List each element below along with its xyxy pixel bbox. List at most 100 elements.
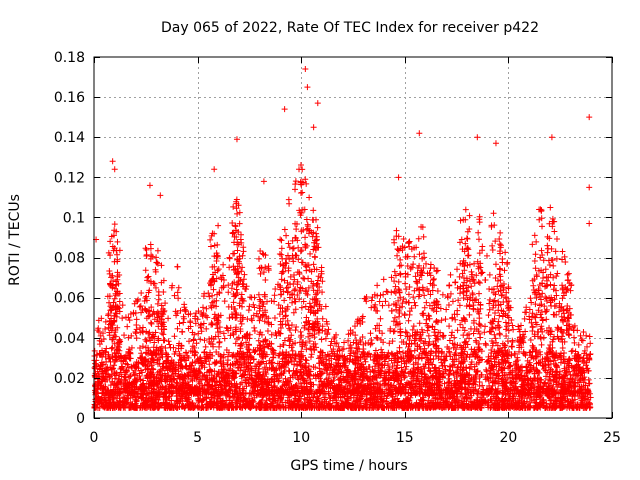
data-point (515, 323, 522, 330)
data-point (385, 349, 392, 356)
data-point (449, 298, 456, 305)
data-point (467, 325, 474, 332)
data-point (483, 366, 490, 373)
data-point (166, 341, 173, 348)
data-point (442, 357, 449, 364)
data-point (544, 242, 551, 249)
data-point (476, 290, 483, 297)
data-point (322, 335, 329, 342)
data-point (316, 365, 323, 372)
data-point (238, 320, 245, 327)
data-point (245, 307, 252, 314)
data-point (394, 395, 401, 402)
data-point (411, 299, 418, 306)
data-point (485, 312, 492, 319)
data-point (584, 396, 591, 403)
data-point (433, 318, 440, 325)
data-point (374, 282, 381, 289)
data-point (174, 380, 181, 387)
data-point (272, 285, 279, 292)
data-point (502, 319, 509, 326)
data-point (255, 291, 262, 298)
data-point (476, 280, 483, 287)
data-point (385, 302, 392, 309)
data-point (377, 292, 384, 299)
data-point (341, 339, 348, 346)
data-point (303, 357, 310, 364)
data-point (175, 295, 182, 302)
data-point (488, 346, 495, 353)
data-point (120, 394, 127, 401)
data-point (221, 335, 228, 342)
data-point (327, 363, 334, 370)
data-point (463, 338, 470, 345)
data-point (319, 289, 326, 296)
data-point (283, 285, 290, 292)
data-point (205, 290, 212, 297)
data-point (202, 343, 209, 350)
data-point (119, 315, 126, 322)
data-point (482, 323, 489, 330)
data-point (165, 315, 172, 322)
data-point (241, 271, 248, 278)
data-point (456, 302, 463, 309)
data-point (220, 351, 227, 358)
data-point (583, 332, 590, 339)
data-point (445, 372, 452, 379)
data-point (578, 337, 585, 344)
data-point (460, 332, 467, 339)
data-point (102, 318, 109, 325)
data-point (239, 264, 246, 271)
data-point (510, 326, 517, 333)
data-point (483, 252, 490, 259)
data-point (225, 303, 232, 310)
data-point (402, 366, 409, 373)
data-point (165, 338, 172, 345)
data-point (138, 290, 145, 297)
data-point (382, 298, 389, 305)
data-point (250, 301, 257, 308)
data-point (220, 261, 227, 268)
data-point (266, 396, 273, 403)
data-point (586, 333, 593, 340)
data-point (111, 375, 118, 382)
data-point (459, 393, 466, 400)
data-point (203, 305, 210, 312)
data-point (456, 273, 463, 280)
data-point (550, 262, 557, 269)
data-point (486, 296, 493, 303)
data-point (302, 234, 309, 241)
data-point (569, 347, 576, 354)
data-point (221, 298, 228, 305)
data-point (587, 340, 594, 347)
data-point (91, 364, 98, 371)
data-point (529, 342, 536, 349)
chart-title: Day 065 of 2022, Rate Of TEC Index for r… (161, 20, 539, 36)
data-point (445, 379, 452, 386)
data-point (379, 302, 386, 309)
data-point (468, 283, 475, 290)
data-point (538, 341, 545, 348)
data-point (307, 354, 314, 361)
data-point (237, 367, 244, 374)
data-point (495, 318, 502, 325)
data-point (133, 326, 140, 333)
data-point (403, 329, 410, 336)
data-point (532, 301, 539, 308)
data-point (421, 304, 428, 311)
data-point (460, 295, 467, 302)
data-point (200, 304, 207, 311)
data-point (527, 295, 534, 302)
data-point (445, 302, 452, 309)
data-point (240, 360, 247, 367)
data-point (111, 362, 118, 369)
data-point (447, 271, 454, 278)
data-point (225, 289, 232, 296)
data-point (410, 294, 417, 301)
data-point (176, 320, 183, 327)
data-point (376, 298, 383, 305)
data-point (251, 324, 258, 331)
data-point (380, 276, 387, 283)
data-point (423, 299, 430, 306)
